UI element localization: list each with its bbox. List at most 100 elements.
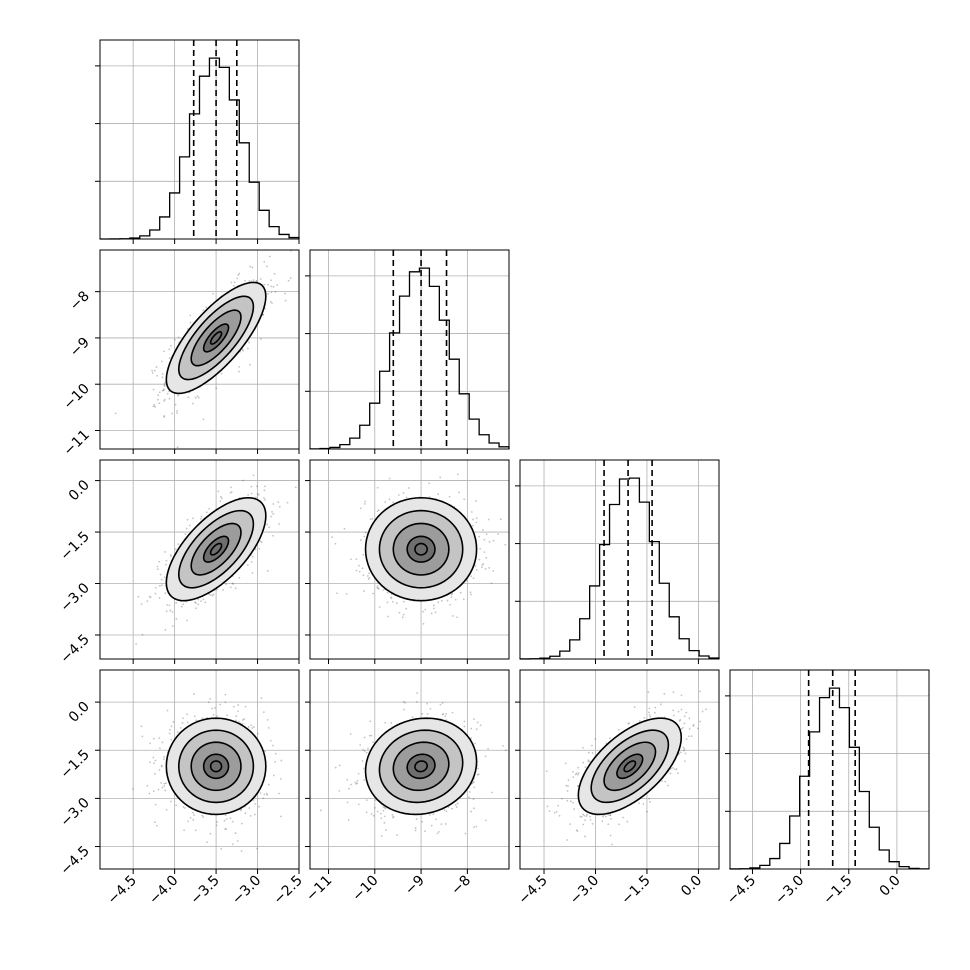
sample-point [367, 747, 369, 750]
sample-point [383, 806, 386, 809]
sample-point [267, 283, 270, 286]
sample-point [648, 714, 651, 716]
sample-point [402, 492, 405, 494]
sample-point [200, 515, 203, 518]
sample-point [484, 567, 487, 570]
sample-point [424, 608, 427, 611]
contour-line [202, 753, 230, 780]
sample-point [154, 803, 157, 806]
sample-point [363, 502, 366, 505]
sample-point [160, 781, 162, 784]
sample-point [405, 496, 408, 499]
sample-point [347, 819, 350, 821]
sample-point [470, 511, 473, 513]
sample-point [158, 737, 161, 739]
sample-point [272, 513, 275, 515]
sample-point [331, 536, 333, 538]
sample-point [193, 814, 195, 817]
density-fill [407, 536, 435, 563]
sample-point [683, 748, 686, 751]
sample-point [263, 750, 266, 753]
sample-point [438, 830, 440, 833]
sample-point [262, 711, 265, 714]
sample-point [157, 788, 160, 791]
sample-point [211, 707, 213, 710]
sample-point [220, 847, 223, 850]
sample-point [248, 280, 251, 282]
sample-point [429, 707, 432, 710]
sample-point [376, 585, 379, 587]
sample-point [504, 543, 507, 546]
density-panel [319, 692, 507, 837]
sample-point [184, 807, 186, 809]
x-tick-label: −9 [402, 873, 428, 899]
sample-point [233, 281, 236, 284]
sample-point [284, 299, 287, 302]
sample-point [165, 782, 167, 784]
sample-point [205, 511, 208, 514]
sample-point [140, 603, 143, 606]
sample-point [114, 412, 117, 415]
sample-point [251, 266, 254, 269]
sample-point [162, 758, 165, 760]
sample-point [165, 563, 167, 566]
sample-point [380, 817, 383, 820]
sample-point [252, 799, 255, 802]
sample-point [266, 719, 269, 721]
sample-point [206, 841, 208, 844]
sample-point [618, 823, 620, 826]
sample-point [430, 612, 433, 615]
sample-point [244, 812, 247, 815]
sample-point [576, 785, 579, 787]
sample-point [488, 566, 491, 569]
sample-point [171, 611, 174, 613]
sample-point [471, 524, 474, 527]
contour-line [165, 496, 267, 602]
density-fill [203, 754, 229, 779]
sample-point [156, 568, 159, 571]
sample-point [186, 713, 188, 716]
sample-point [260, 697, 263, 700]
sample-point [365, 799, 368, 802]
sample-point [180, 605, 183, 608]
sample-point [384, 807, 387, 810]
sample-point [249, 814, 252, 817]
x-tick-label: −11 [303, 873, 335, 905]
sample-point [348, 787, 350, 790]
sample-point [247, 494, 250, 496]
sample-point [202, 418, 205, 421]
sample-point [362, 574, 365, 577]
sample-point [274, 290, 277, 293]
sample-point [372, 741, 374, 744]
sample-point [155, 824, 158, 827]
sample-point [163, 755, 166, 758]
sample-point [346, 801, 349, 804]
sample-point [356, 782, 358, 785]
sample-point [185, 527, 188, 530]
sample-point [164, 551, 167, 553]
y-tick-label: 0.0 [66, 477, 93, 504]
sample-point [168, 728, 171, 731]
sample-point [361, 760, 364, 762]
sample-point [476, 773, 479, 776]
sample-point [367, 578, 370, 580]
x-tick-label: −1.5 [820, 873, 855, 908]
sample-point [191, 402, 194, 405]
sample-point [270, 285, 273, 288]
sample-point [204, 601, 207, 604]
sample-point [170, 800, 172, 803]
x-tick-label: −1.5 [618, 873, 653, 908]
sample-point [397, 494, 400, 496]
sample-point [165, 610, 168, 613]
sample-point [232, 843, 234, 846]
sample-point [197, 603, 200, 606]
sample-point [263, 283, 266, 286]
sample-point [172, 721, 175, 723]
sample-point [485, 533, 488, 536]
sample-point [225, 818, 228, 820]
y-tick-label: −1.5 [57, 747, 92, 782]
sample-point [482, 529, 484, 531]
sample-point [336, 592, 338, 595]
x-tick-label: −4.0 [146, 873, 181, 908]
